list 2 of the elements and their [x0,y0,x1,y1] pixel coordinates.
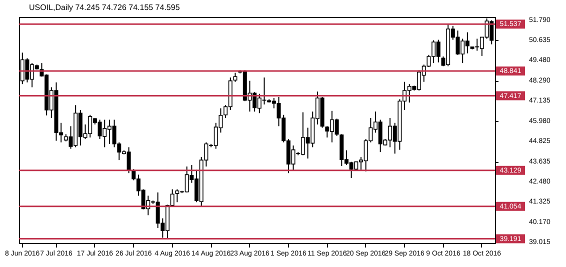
chart-title: USOIL,Daily 74.245 74.726 74.155 74.595 [29,2,180,12]
candlestick [233,72,238,82]
